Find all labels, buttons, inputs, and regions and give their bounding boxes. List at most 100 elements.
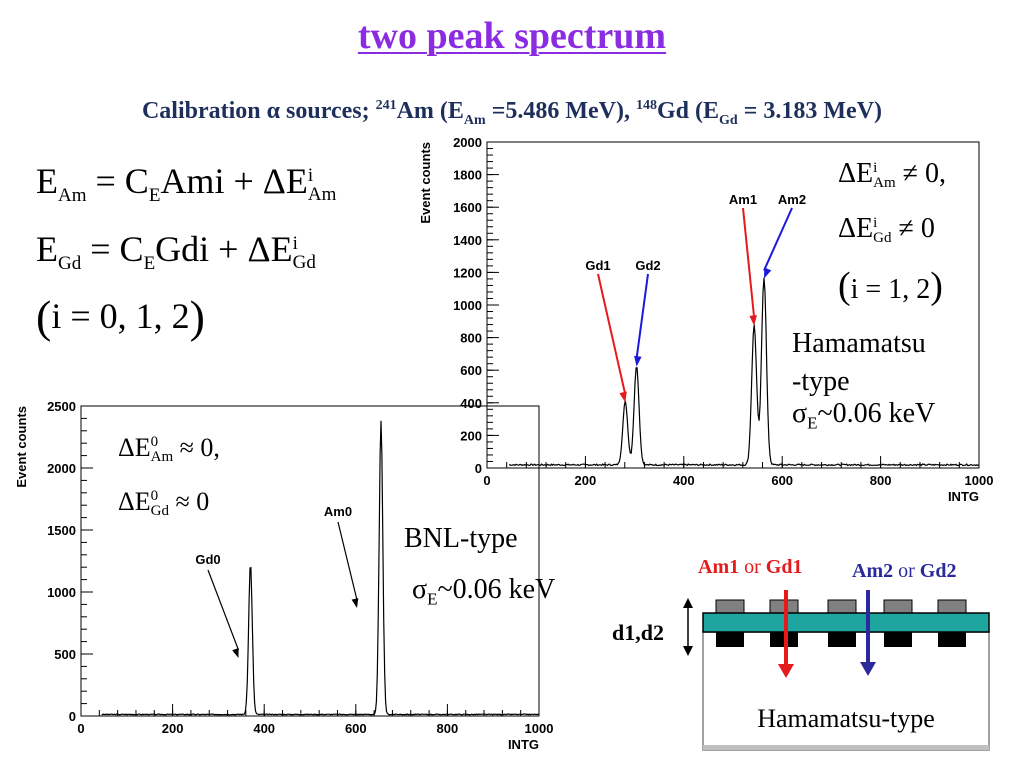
ham-cond-gd-sup: i — [873, 214, 878, 231]
detector-diagram — [683, 590, 990, 751]
x-tick-label: 400 — [253, 721, 275, 736]
y-tick-label: 2000 — [47, 461, 76, 476]
eq-index-body: i = 0, 1, 2 — [51, 296, 190, 336]
bnl-cond-gd-rel: ≈ 0 — [168, 487, 210, 516]
ham-cond-am-sup: i — [873, 159, 878, 176]
peak-arrow — [763, 207, 793, 271]
equation-gd: EGd = CEGdi + ΔEi Gd — [36, 228, 316, 275]
peak-label: Am1 — [729, 192, 757, 207]
bnl-type: BNL-type — [404, 523, 518, 554]
peak-label: Gd2 — [635, 258, 660, 273]
y-tick-label: 1800 — [453, 168, 482, 183]
am-sub: Am — [463, 112, 486, 128]
eq-am-sub: Am — [307, 183, 337, 205]
bottom-electrode — [938, 632, 966, 647]
eq-gd-mid-sub: E — [143, 253, 156, 275]
ham-index-open: ( — [838, 265, 851, 307]
y-tick-label: 1500 — [47, 523, 76, 538]
y-tick-label: 1000 — [453, 298, 482, 313]
legend-blue: Am2 or Gd2 — [852, 560, 956, 583]
ham-cond-gd-sub: Gd — [873, 229, 892, 246]
legend-am1: Am1 — [698, 556, 740, 578]
equation-am: EAm = CEAmi + ΔEi Am — [36, 160, 336, 207]
peak-arrowhead — [619, 391, 627, 403]
am-mass-number: 241 — [375, 98, 397, 113]
bnl-sigma-value: ~0.06 keV — [437, 574, 556, 605]
x-tick-label: 600 — [345, 721, 367, 736]
particle-arrowhead-blue — [860, 662, 876, 676]
subtitle-prefix: Calibration α sources; — [141, 98, 376, 124]
spectrum-line — [509, 277, 979, 467]
eq-am-mid: = C — [86, 161, 149, 201]
ham-cond-index: (i = 1, 2) — [838, 264, 943, 308]
eq-am-lhs-sub: Am — [58, 185, 87, 207]
eq-index-open: ( — [36, 291, 52, 342]
ham-sigma-sub: E — [807, 413, 818, 433]
x-tick-label: 200 — [162, 721, 184, 736]
ham-cond-gd-scripts: i Gd — [873, 214, 892, 246]
y-axis-label: Event counts — [418, 142, 433, 224]
bnl-cond-am-rel: ≈ 0, — [173, 433, 220, 462]
eq-gd-lhs-sub: Gd — [58, 253, 82, 275]
substrate-box — [702, 631, 990, 751]
top-electrode — [715, 599, 745, 614]
x-tick-label: 1000 — [525, 721, 554, 736]
x-tick-label: 800 — [437, 721, 459, 736]
x-tick-label: 200 — [575, 473, 597, 488]
plot-frame — [80, 405, 540, 717]
bottom-electrode — [828, 632, 856, 647]
bnl-cond-gd-delta: ΔE — [118, 487, 151, 516]
gd-text: Gd (E — [657, 98, 720, 124]
ham-cond-am-rel: ≠ 0, — [895, 158, 946, 189]
hamamatsu-spectrum-chart: 0 200 400 600 800 1000 1200 1400 1600 1800 2000 0 20… — [418, 135, 994, 504]
bnl-cond-gd-scripts: 0 Gd — [151, 489, 169, 519]
x-tick-label: 1000 — [965, 473, 994, 488]
x-tick-label: 800 — [870, 473, 892, 488]
bnl-sigma-sub: E — [427, 589, 438, 609]
subtitle: Calibration α sources; 241Am (EAm =5.486… — [0, 98, 1024, 129]
eq-am-scripts: i Am — [308, 166, 337, 204]
legend-gd1: Gd1 — [765, 556, 803, 578]
dimension-label: d1,d2 — [612, 620, 664, 645]
eq-gd-sup: i — [292, 232, 298, 254]
diagram-caption: Hamamatsu-type — [757, 704, 935, 733]
active-layer — [702, 612, 990, 633]
eq-gd-sub: Gd — [292, 251, 316, 273]
bnl-sigma: σE~0.06 keV — [412, 574, 555, 610]
x-tick-label: 400 — [673, 473, 695, 488]
x-tick-label: 0 — [483, 473, 490, 488]
y-tick-label: 1600 — [453, 200, 482, 215]
eq-am-sup: i — [307, 164, 314, 186]
x-tick-label: 600 — [771, 473, 793, 488]
bottom-electrode — [716, 632, 744, 647]
peak-arrowhead — [763, 267, 772, 279]
peak-arrow — [597, 273, 627, 395]
peak-label: Am0 — [324, 504, 352, 519]
bottom-electrode — [884, 632, 912, 647]
ham-sigma-value: ~0.06 keV — [817, 398, 936, 429]
eq-gd-rhs: Gdi + ΔE — [155, 229, 293, 269]
spectrum-line — [101, 420, 539, 716]
peak-arrow — [207, 569, 240, 651]
substrate-base — [703, 745, 989, 750]
y-tick-label: 0 — [475, 461, 482, 476]
peak-label: Am2 — [778, 192, 806, 207]
y-tick-label: 1000 — [47, 585, 76, 600]
bnl-cond-am-delta: ΔE — [118, 433, 151, 462]
eq-am-rhs: Ami + ΔE — [160, 161, 308, 201]
peak-arrow — [635, 273, 649, 359]
y-tick-label: 200 — [460, 428, 482, 443]
y-axis-label: Event counts — [14, 406, 29, 488]
bnl-cond-am-sub: Am — [150, 449, 174, 466]
legend-red: Am1 or Gd1 — [698, 556, 802, 579]
ham-type-line2: -type — [792, 366, 850, 397]
ham-cond-gd-delta: ΔE — [838, 213, 874, 244]
dimension-arrowhead-bottom — [683, 646, 693, 656]
gd-value: = 3.183 MeV) — [737, 98, 883, 124]
y-tick-label: 800 — [460, 331, 482, 346]
ham-cond-gd: ΔEi Gd ≠ 0 — [838, 213, 935, 246]
eq-gd-scripts: i Gd — [293, 234, 316, 272]
eq-gd-lhs: E — [36, 229, 58, 269]
peak-label: Gd1 — [585, 258, 610, 273]
gd-mass-number: 148 — [636, 98, 658, 113]
